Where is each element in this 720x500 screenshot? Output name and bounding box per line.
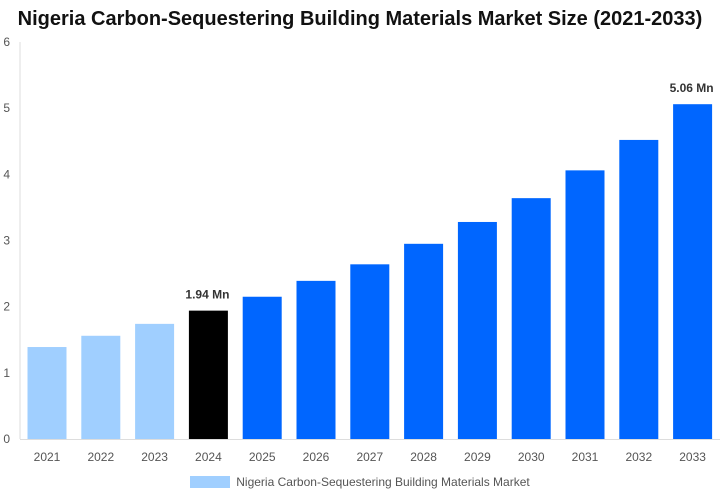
x-tick-label: 2021 bbox=[34, 450, 61, 464]
y-tick-label: 1 bbox=[3, 366, 10, 380]
bar-2031 bbox=[565, 170, 605, 439]
x-tick-label: 2029 bbox=[464, 450, 491, 464]
x-tick-label: 2032 bbox=[625, 450, 652, 464]
bar-2028 bbox=[404, 243, 444, 439]
y-tick-label: 4 bbox=[3, 167, 10, 181]
x-tick-label: 2022 bbox=[87, 450, 114, 464]
y-tick-label: 2 bbox=[3, 300, 10, 314]
bar-2024 bbox=[188, 310, 228, 439]
x-tick-label: 2033 bbox=[679, 450, 706, 464]
x-tick-label: 2025 bbox=[249, 450, 276, 464]
bar-2023 bbox=[135, 323, 175, 439]
bar-2027 bbox=[350, 264, 390, 439]
y-tick-label: 3 bbox=[3, 234, 10, 248]
bar-2025 bbox=[242, 296, 282, 439]
chart-title: Nigeria Carbon-Sequestering Building Mat… bbox=[17, 8, 703, 30]
legend-swatch bbox=[190, 476, 231, 488]
x-tick-label: 2031 bbox=[572, 450, 599, 464]
x-tick-label: 2028 bbox=[410, 450, 437, 464]
legend-label: Nigeria Carbon-Sequestering Building Mat… bbox=[236, 475, 530, 489]
bar-2021 bbox=[27, 347, 67, 439]
bar-2022 bbox=[81, 335, 121, 439]
bar-2026 bbox=[296, 280, 336, 439]
y-tick-label: 0 bbox=[3, 432, 10, 446]
bar-2030 bbox=[511, 198, 551, 439]
legend: Nigeria Carbon-Sequestering Building Mat… bbox=[0, 475, 720, 489]
data-label-2024: 1.94 Mn bbox=[185, 288, 229, 302]
x-tick-label: 2023 bbox=[141, 450, 168, 464]
y-tick-label: 6 bbox=[3, 35, 10, 49]
bar-2032 bbox=[619, 139, 659, 439]
x-tick-label: 2024 bbox=[195, 450, 222, 464]
x-tick-label: 2030 bbox=[518, 450, 545, 464]
data-label-2033: 5.06 Mn bbox=[670, 81, 714, 95]
y-tick-label: 5 bbox=[3, 101, 10, 115]
bar-2033 bbox=[673, 104, 713, 440]
x-tick-label: 2026 bbox=[303, 450, 330, 464]
bar-2029 bbox=[457, 221, 497, 439]
x-tick-label: 2027 bbox=[356, 450, 383, 464]
